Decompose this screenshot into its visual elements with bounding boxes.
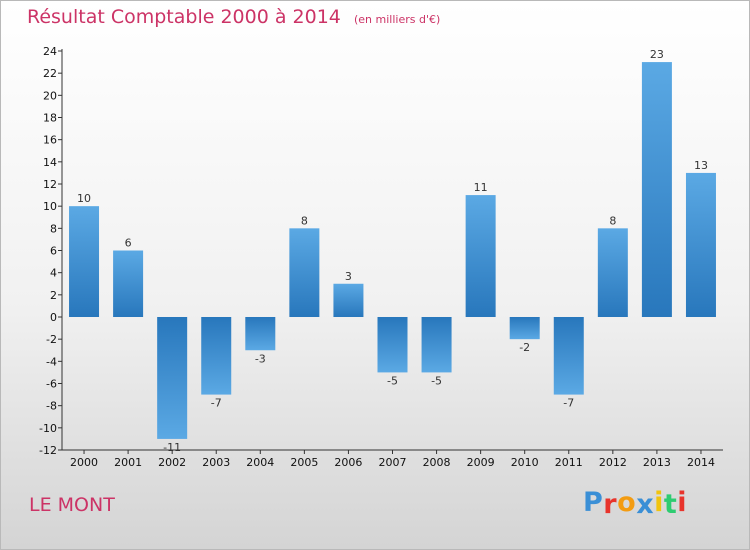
logo-letter: i <box>677 487 688 518</box>
x-tick-label: 2005 <box>290 456 318 469</box>
x-tick-label: 2008 <box>423 456 451 469</box>
data-label: -11 <box>163 441 181 454</box>
bar-2005 <box>289 228 320 317</box>
logo-letter: i <box>654 487 664 518</box>
logo-letter: P <box>583 487 604 518</box>
bar-2007 <box>377 317 408 373</box>
x-tick-label: 2013 <box>643 456 671 469</box>
bar-2009 <box>465 195 496 317</box>
x-tick-label: 2000 <box>70 456 98 469</box>
bar-2000 <box>69 206 100 317</box>
y-tick-label: 0 <box>50 311 57 324</box>
x-tick-label: 2009 <box>467 456 495 469</box>
bar-2003 <box>201 317 232 395</box>
y-tick-label: -8 <box>46 400 57 413</box>
data-label: 6 <box>125 237 132 250</box>
commune-name: LE MONT <box>29 494 115 516</box>
y-tick-label: 18 <box>43 112 57 125</box>
x-tick-label: 2002 <box>158 456 186 469</box>
y-tick-label: -4 <box>46 355 57 368</box>
bar-2013 <box>641 62 672 318</box>
y-tick-label: 8 <box>50 222 57 235</box>
bar-2006 <box>333 283 364 317</box>
data-label: -7 <box>563 397 574 410</box>
x-tick-label: 2012 <box>599 456 627 469</box>
y-tick-label: 6 <box>50 245 57 258</box>
data-label: -5 <box>387 374 398 387</box>
labels-group: 10 6 -11 -7 -3 8 3 -5 -5 11 -2 -7 8 23 13 <box>77 48 708 454</box>
y-tick-label: 24 <box>43 45 57 58</box>
chart-title: Résultat Comptable 2000 à 2014 <box>27 6 341 28</box>
y-tick-label: -12 <box>39 444 57 457</box>
y-tick-label: 10 <box>43 200 57 213</box>
x-tick-label: 2007 <box>379 456 407 469</box>
data-label: -7 <box>211 397 222 410</box>
x-tick-label: 2006 <box>334 456 362 469</box>
bar-2001 <box>113 250 144 317</box>
x-tick-label: 2003 <box>202 456 230 469</box>
y-tick-label: -2 <box>46 333 57 346</box>
proxiti-logo: Proxiti <box>583 487 688 520</box>
bar-2002 <box>157 317 188 439</box>
data-label: 3 <box>345 270 352 283</box>
data-label: 8 <box>301 214 308 227</box>
bar-2008 <box>421 317 452 373</box>
x-tick-label: 2011 <box>555 456 583 469</box>
x-tick-label: 2001 <box>114 456 142 469</box>
data-label: -2 <box>519 341 530 354</box>
bar-2012 <box>597 228 628 317</box>
data-label: -5 <box>431 374 442 387</box>
bar-2011 <box>553 317 584 395</box>
bar-2010 <box>509 317 540 340</box>
logo-letter: r <box>603 489 618 520</box>
bar-2014 <box>685 172 716 317</box>
y-tick-label: -6 <box>46 378 57 391</box>
chart-subtitle: (en milliers d'€) <box>353 13 441 26</box>
logo-letter: t <box>663 489 678 520</box>
y-tick-label: 16 <box>43 134 57 147</box>
x-tick-label: 2010 <box>511 456 539 469</box>
data-label: 8 <box>609 214 616 227</box>
data-label: 10 <box>77 192 91 205</box>
logo-letter: o <box>617 487 637 518</box>
bar-2004 <box>245 317 276 351</box>
title-line: Résultat Comptable 2000 à 2014 (en milli… <box>27 6 440 28</box>
y-tick-label: 12 <box>43 178 57 191</box>
y-tick-label: 4 <box>50 267 57 280</box>
y-tick-label: 14 <box>43 156 57 169</box>
data-label: -3 <box>255 352 266 365</box>
y-tick-label: 20 <box>43 89 57 102</box>
x-tick-label: 2004 <box>246 456 274 469</box>
y-tick-label: -10 <box>39 422 57 435</box>
x-tick-label: 2014 <box>687 456 715 469</box>
logo-letter: x <box>636 489 655 520</box>
y-tick-label: 22 <box>43 67 57 80</box>
y-tick-label: 2 <box>50 289 57 302</box>
data-label: 11 <box>474 181 488 194</box>
data-label: 23 <box>650 48 664 61</box>
data-label: 13 <box>694 159 708 172</box>
bars-group <box>69 62 716 439</box>
